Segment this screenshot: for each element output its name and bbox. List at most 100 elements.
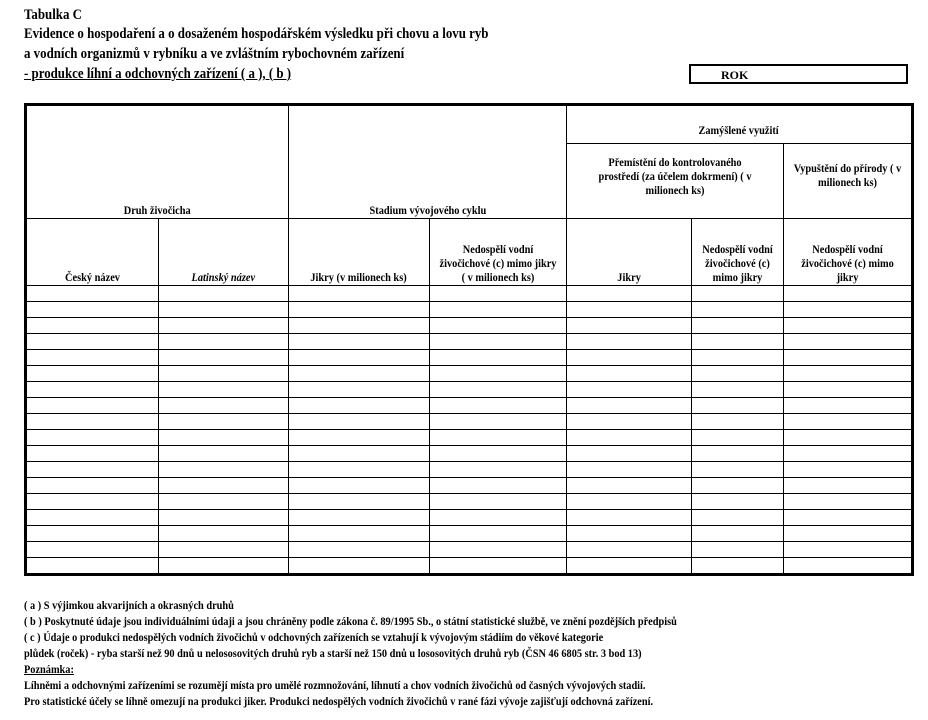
table-cell[interactable] [429,333,567,350]
table-cell[interactable] [783,445,913,462]
table-cell[interactable] [566,381,692,398]
table-cell[interactable] [429,381,567,398]
table-cell[interactable] [783,509,913,526]
table-cell[interactable] [158,301,289,318]
table-cell[interactable] [288,349,430,366]
table-cell[interactable] [691,413,784,430]
table-cell[interactable] [783,301,913,318]
table-cell[interactable] [25,365,159,382]
table-cell[interactable] [783,541,913,558]
table-cell[interactable] [158,381,289,398]
table-cell[interactable] [783,397,913,414]
table-cell[interactable] [429,445,567,462]
table-cell[interactable] [288,509,430,526]
table-cell[interactable] [566,317,692,334]
table-cell[interactable] [158,333,289,350]
table-cell[interactable] [25,493,159,510]
table-cell[interactable] [288,301,430,318]
table-cell[interactable] [288,317,430,334]
table-cell[interactable] [25,349,159,366]
table-cell[interactable] [566,541,692,558]
table-cell[interactable] [429,301,567,318]
table-cell[interactable] [158,365,289,382]
table-cell[interactable] [429,477,567,494]
year-field[interactable]: ROK [689,64,908,84]
table-cell[interactable] [158,477,289,494]
table-cell[interactable] [25,285,159,302]
table-cell[interactable] [25,429,159,446]
table-cell[interactable] [158,413,289,430]
table-cell[interactable] [429,413,567,430]
table-cell[interactable] [288,397,430,414]
table-cell[interactable] [783,285,913,302]
table-cell[interactable] [429,397,567,414]
table-cell[interactable] [288,541,430,558]
table-cell[interactable] [288,285,430,302]
table-cell[interactable] [429,541,567,558]
table-cell[interactable] [783,525,913,542]
table-cell[interactable] [429,285,567,302]
table-cell[interactable] [783,557,913,575]
table-cell[interactable] [783,429,913,446]
table-cell[interactable] [158,525,289,542]
table-cell[interactable] [288,445,430,462]
table-cell[interactable] [691,541,784,558]
table-cell[interactable] [691,349,784,366]
table-cell[interactable] [783,381,913,398]
table-cell[interactable] [691,525,784,542]
table-cell[interactable] [566,397,692,414]
table-cell[interactable] [566,413,692,430]
table-cell[interactable] [429,461,567,478]
table-cell[interactable] [288,477,430,494]
table-cell[interactable] [158,541,289,558]
table-cell[interactable] [288,365,430,382]
table-cell[interactable] [158,557,289,575]
table-cell[interactable] [783,413,913,430]
table-cell[interactable] [288,333,430,350]
table-cell[interactable] [566,525,692,542]
table-cell[interactable] [429,365,567,382]
table-cell[interactable] [288,557,430,575]
table-cell[interactable] [566,429,692,446]
table-cell[interactable] [566,477,692,494]
table-cell[interactable] [691,429,784,446]
table-cell[interactable] [783,477,913,494]
table-cell[interactable] [158,349,289,366]
table-cell[interactable] [566,461,692,478]
table-cell[interactable] [691,445,784,462]
table-cell[interactable] [691,381,784,398]
table-cell[interactable] [25,477,159,494]
table-cell[interactable] [429,493,567,510]
table-cell[interactable] [566,557,692,575]
table-cell[interactable] [691,285,784,302]
table-cell[interactable] [25,333,159,350]
table-cell[interactable] [566,333,692,350]
table-cell[interactable] [566,349,692,366]
table-cell[interactable] [158,461,289,478]
table-cell[interactable] [288,493,430,510]
table-cell[interactable] [288,525,430,542]
table-cell[interactable] [25,461,159,478]
table-cell[interactable] [783,493,913,510]
table-cell[interactable] [288,429,430,446]
table-cell[interactable] [566,445,692,462]
table-cell[interactable] [25,381,159,398]
table-cell[interactable] [158,445,289,462]
table-cell[interactable] [158,317,289,334]
table-cell[interactable] [429,429,567,446]
table-cell[interactable] [566,365,692,382]
table-cell[interactable] [429,525,567,542]
table-cell[interactable] [429,509,567,526]
table-cell[interactable] [429,317,567,334]
table-cell[interactable] [691,397,784,414]
table-cell[interactable] [429,349,567,366]
table-cell[interactable] [25,397,159,414]
table-cell[interactable] [158,509,289,526]
table-cell[interactable] [158,397,289,414]
table-cell[interactable] [691,509,784,526]
table-cell[interactable] [288,381,430,398]
table-cell[interactable] [158,429,289,446]
table-cell[interactable] [566,301,692,318]
table-cell[interactable] [429,557,567,575]
table-cell[interactable] [783,365,913,382]
